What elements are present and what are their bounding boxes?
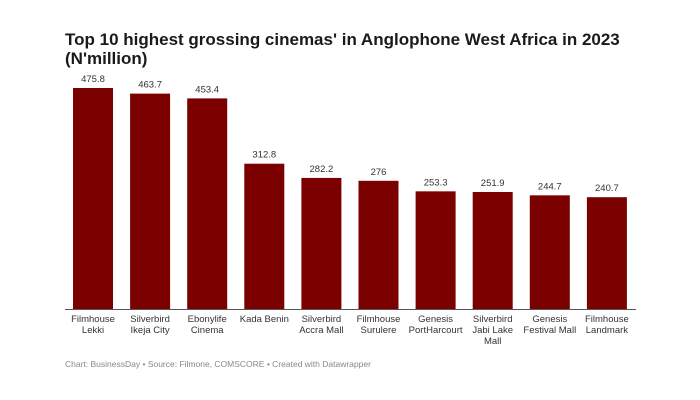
x-tick-label: Surulere [361,325,397,336]
x-tick-label: Genesis [532,314,567,325]
bar [187,98,228,309]
x-tick-label: Cinema [191,325,224,336]
chart-footer: Chart: BusinessDay • Source: Filmone, CO… [65,359,371,369]
x-tick-label: Ebonylife [188,314,227,325]
x-tick-label: Festival Mall [523,325,576,336]
x-tick-label: Kada Benin [240,314,289,325]
bar [244,163,285,309]
data-label: 253.3 [424,177,448,188]
data-label: 276 [371,167,387,178]
data-label: 240.7 [595,183,619,194]
x-tick-label: Landmark [586,325,628,336]
bar [529,195,570,309]
bar [301,177,342,309]
chart-title: Top 10 highest grossing cinemas' in Angl… [65,30,620,68]
data-label: 463.7 [138,80,162,91]
data-label: 244.7 [538,181,562,192]
x-tick-label: Jabi Lake [472,325,513,336]
x-tick-label: Genesis [418,314,453,325]
data-label: 312.8 [252,150,276,161]
x-tick-label: Lekki [82,325,104,336]
x-tick-label: Ikeja City [131,325,170,336]
bar [358,180,399,309]
data-label: 475.8 [81,74,105,85]
bar [586,197,627,309]
bar [73,88,113,309]
data-label: 453.4 [195,84,219,95]
bar [415,191,456,309]
bar [130,93,171,310]
x-tick-label: Filmhouse [357,314,401,325]
x-tick-label: PortHarcourt [409,325,463,336]
x-tick-label: Silverbird [473,314,513,325]
x-tick-label: Filmhouse [71,314,115,325]
x-tick-label: Mall [484,336,501,347]
data-label: 282.2 [310,164,334,175]
x-tick-label: Filmhouse [585,314,629,325]
bar [472,191,513,309]
x-tick-label: Accra Mall [299,325,343,336]
x-tick-label: Silverbird [130,314,170,325]
x-tick-label: Silverbird [302,314,342,325]
data-label: 251.9 [481,178,505,189]
